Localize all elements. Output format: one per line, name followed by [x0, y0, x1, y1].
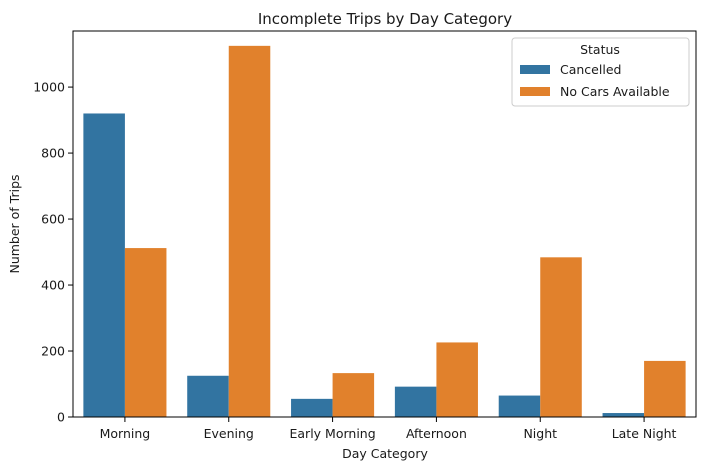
bar-cancelled-morning [83, 113, 125, 417]
y-tick-label: 200 [41, 344, 65, 359]
x-tick-label-early-morning: Early Morning [290, 426, 376, 441]
chart-title: Incomplete Trips by Day Category [258, 10, 512, 28]
legend-label-no-cars-available: No Cars Available [560, 84, 670, 99]
x-tick-label-morning: Morning [100, 426, 151, 441]
legend-title: Status [580, 42, 620, 57]
bar-no-cars-available-night [540, 257, 582, 417]
legend-swatch-no-cars-available [520, 87, 550, 96]
y-tick-label: 0 [57, 410, 65, 425]
y-tick-label: 600 [41, 212, 65, 227]
bar-no-cars-available-afternoon [436, 342, 478, 417]
legend: Status Cancelled No Cars Available [511, 37, 690, 107]
bar-no-cars-available-evening [228, 45, 271, 417]
bar-no-cars-available-late-night [644, 360, 686, 417]
bar-cancelled-night [498, 395, 541, 417]
x-tick-label-night: Night [523, 426, 557, 441]
y-tick-label: 800 [41, 146, 65, 161]
bar-cancelled-late-night [602, 413, 645, 417]
bar-no-cars-available-early-morning [332, 373, 375, 417]
bar-cancelled-early-morning [291, 398, 333, 417]
legend-label-cancelled: Cancelled [560, 62, 621, 77]
bars-group [83, 45, 686, 417]
x-axis: Morning Evening Early Morning Afternoon Nigh… [100, 417, 677, 441]
plot-frame [72, 30, 697, 418]
x-tick-label-afternoon: Afternoon [406, 426, 467, 441]
y-tick-label: 400 [41, 278, 65, 293]
bar-cancelled-afternoon [394, 386, 437, 417]
y-tick-label: 1000 [33, 80, 65, 95]
x-axis-label: Day Category [342, 446, 428, 461]
bar-cancelled-evening [187, 375, 229, 417]
bar-no-cars-available-morning [124, 248, 167, 417]
y-axis-label: Number of Trips [7, 174, 22, 273]
x-tick-label-late-night: Late Night [612, 426, 677, 441]
y-axis: 0 200 400 600 800 1000 [33, 80, 73, 425]
legend-box [511, 37, 690, 107]
legend-swatch-cancelled [520, 65, 550, 74]
x-tick-label-evening: Evening [204, 426, 254, 441]
